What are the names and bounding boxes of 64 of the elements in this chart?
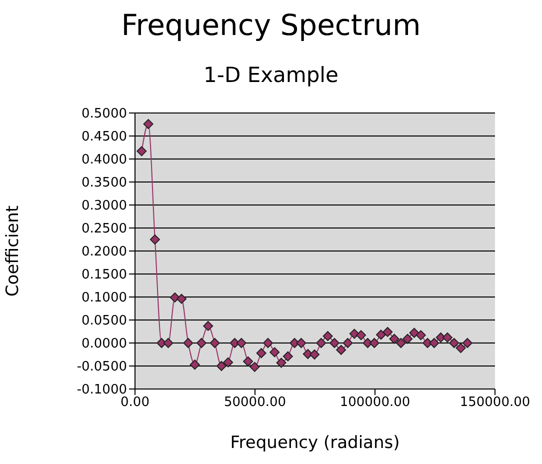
y-tick-label: 0.0500 bbox=[82, 314, 127, 329]
point bbox=[136, 146, 147, 156]
y-tick-label: 0.2000 bbox=[82, 244, 127, 260]
point bbox=[150, 234, 160, 244]
point bbox=[223, 357, 234, 368]
point bbox=[282, 351, 293, 362]
point bbox=[402, 334, 413, 344]
point bbox=[196, 338, 206, 348]
point bbox=[296, 338, 306, 348]
point bbox=[376, 330, 386, 340]
point bbox=[356, 330, 366, 340]
point bbox=[416, 330, 426, 340]
point bbox=[456, 343, 466, 354]
point bbox=[256, 348, 266, 358]
point bbox=[389, 334, 400, 344]
point bbox=[143, 119, 154, 130]
point bbox=[409, 328, 420, 338]
point bbox=[183, 338, 194, 348]
point bbox=[316, 338, 326, 348]
point bbox=[250, 362, 260, 372]
point bbox=[276, 358, 286, 368]
y-tick-label: 0.3000 bbox=[82, 198, 127, 214]
point bbox=[176, 294, 187, 304]
point bbox=[322, 331, 333, 342]
y-tick-label: 0.5000 bbox=[82, 106, 127, 122]
point bbox=[396, 338, 406, 348]
y-tick-label: 0.1500 bbox=[82, 268, 127, 283]
point bbox=[442, 332, 452, 342]
point bbox=[243, 356, 254, 366]
point bbox=[309, 350, 320, 360]
point bbox=[236, 338, 246, 348]
x-tick-label: 50000.00 bbox=[224, 395, 286, 410]
y-tick-label: 0.1000 bbox=[82, 290, 127, 306]
point bbox=[203, 320, 214, 331]
x-tick-label: 0.00 bbox=[120, 395, 150, 410]
point bbox=[349, 328, 360, 339]
point bbox=[462, 338, 472, 348]
point bbox=[429, 338, 440, 348]
y-tick-label: 0.4000 bbox=[82, 152, 127, 168]
x-axis-title: Frequency (radians) bbox=[230, 433, 400, 453]
point bbox=[190, 360, 200, 370]
y-axis-title: Coefficient bbox=[3, 205, 24, 297]
point bbox=[262, 338, 273, 348]
y-tick-label: 0.3500 bbox=[82, 176, 127, 191]
point bbox=[163, 338, 174, 348]
point bbox=[342, 338, 353, 348]
y-tick-label: -0.1000 bbox=[76, 382, 127, 398]
point bbox=[210, 338, 220, 348]
point bbox=[382, 326, 393, 337]
y-tick-label: 0.4500 bbox=[82, 130, 127, 145]
chart-title: Frequency Spectrum bbox=[120, 8, 422, 42]
point bbox=[449, 338, 460, 348]
x-tick-label: 150000.00 bbox=[460, 395, 530, 410]
point bbox=[270, 347, 280, 358]
point bbox=[216, 361, 226, 371]
y-tick-label: -0.0500 bbox=[76, 360, 127, 375]
point bbox=[369, 338, 380, 348]
y-tick-label: 0.0000 bbox=[82, 336, 127, 352]
chart-subtitle: 1-D Example bbox=[202, 63, 340, 87]
y-tick-label: 0.2500 bbox=[82, 222, 127, 237]
point bbox=[170, 292, 180, 302]
point bbox=[329, 338, 340, 348]
point bbox=[336, 344, 346, 355]
x-tick-label: 100000.00 bbox=[340, 395, 410, 410]
